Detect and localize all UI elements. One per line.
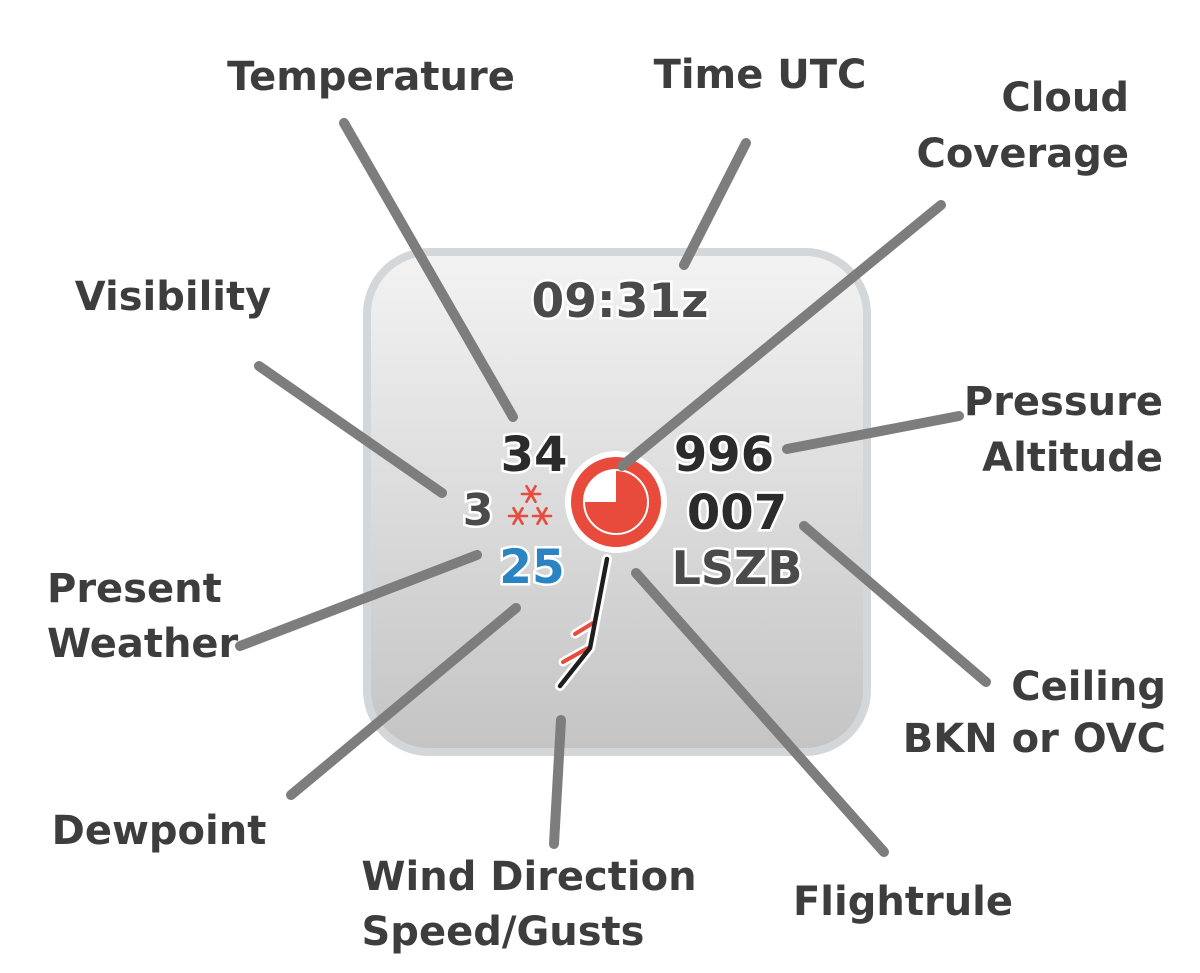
pressure-label-line2: Altitude xyxy=(982,435,1163,481)
cloud-coverage-icon xyxy=(565,451,667,553)
ceiling-label-line2: BKN or OVC xyxy=(903,716,1166,762)
snow-showers-icon xyxy=(507,484,553,526)
leader-visibility xyxy=(254,361,447,498)
leader-pressure xyxy=(782,411,964,454)
cloud-coverage-label-line1: Cloud xyxy=(1001,75,1129,121)
temperature-label: Temperature xyxy=(227,54,515,100)
flightrule-label: Flightrule xyxy=(793,879,1013,925)
visibility-label: Visibility xyxy=(75,274,271,320)
ceiling-label-line1: Ceiling xyxy=(1011,664,1166,710)
leader-present-weather xyxy=(235,550,482,651)
time-utc-value: 09:31z xyxy=(532,274,709,329)
leader-lines xyxy=(235,118,991,857)
ceiling-value: 007 xyxy=(687,485,787,541)
wind-label-line1: Wind Direction xyxy=(361,854,696,900)
pressure-value: 996 xyxy=(674,427,774,483)
wind-label-line2: Speed/Gusts xyxy=(362,909,645,955)
visibility-value: 3 xyxy=(463,485,494,536)
temperature-value: 34 xyxy=(501,427,568,483)
present-weather-label-line2: Weather xyxy=(47,621,239,667)
time-utc-label: Time UTC xyxy=(654,52,867,98)
wind-barb xyxy=(555,554,612,691)
leader-cloud-coverage xyxy=(617,200,946,471)
cloud-coverage-label-line2: Coverage xyxy=(916,131,1129,177)
leader-dewpoint xyxy=(286,603,521,800)
present-weather-label-line1: Present xyxy=(47,566,222,612)
dewpoint-value: 25 xyxy=(499,540,564,595)
leader-temperature xyxy=(339,118,518,422)
dewpoint-label: Dewpoint xyxy=(52,808,267,854)
station-id-value: LSZB xyxy=(672,541,803,595)
leader-wind xyxy=(549,715,566,849)
pressure-label-line1: Pressure xyxy=(964,379,1163,425)
leader-time-utc xyxy=(679,138,751,270)
leader-ceiling xyxy=(799,521,991,687)
leader-flightrule xyxy=(631,568,889,857)
